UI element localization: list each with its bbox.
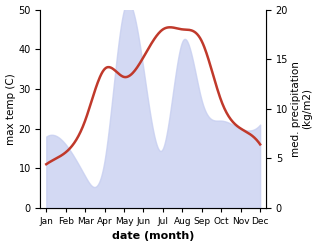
Y-axis label: max temp (C): max temp (C) <box>5 73 16 144</box>
Y-axis label: med. precipitation
(kg/m2): med. precipitation (kg/m2) <box>291 61 313 157</box>
X-axis label: date (month): date (month) <box>112 231 194 242</box>
